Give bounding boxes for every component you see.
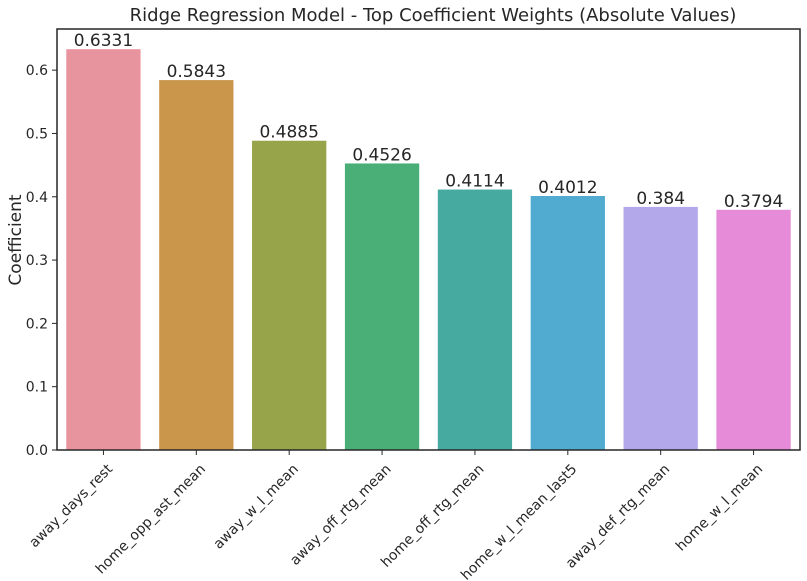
y-tick-label: 0.3 (26, 253, 48, 269)
data-label: 0.5843 (167, 62, 226, 82)
bar (252, 140, 327, 450)
x-tick-label: home_opp_ast_mean (93, 461, 209, 577)
x-tick-label: away_def_rtg_mean (563, 461, 673, 571)
data-label: 0.4012 (538, 178, 597, 198)
y-tick-label: 0.1 (26, 380, 48, 396)
bar (344, 163, 420, 450)
data-label: 0.384 (636, 189, 685, 209)
y-tick-label: 0.6 (26, 63, 48, 79)
x-tick-label: away_days_rest (26, 461, 116, 551)
data-label: 0.4526 (352, 145, 411, 165)
data-label: 0.4114 (445, 172, 504, 192)
data-label: 0.3794 (724, 192, 783, 212)
bar (716, 209, 791, 450)
y-axis-ticks: 0.0 0.1 0.2 0.3 0.4 0.5 0.6 (26, 63, 57, 459)
y-tick-label: 0.5 (26, 126, 48, 142)
data-labels: 0.6331 0.5843 0.4885 0.4526 0.4114 0.4012 0.38… (74, 31, 784, 212)
plot-frame (56, 28, 801, 451)
bar (66, 49, 141, 450)
data-label: 0.4885 (259, 123, 318, 143)
x-tick-label: home_off_rtg_mean (378, 461, 487, 570)
bar (623, 206, 698, 450)
bars (66, 49, 791, 450)
y-tick-label: 0.2 (26, 316, 48, 332)
chart-title: Ridge Regression Model - Top Coefficient… (130, 5, 737, 26)
bar (437, 189, 513, 450)
y-tick-label: 0.0 (26, 443, 48, 459)
x-tick-label: home_w_l_mean (673, 461, 766, 554)
y-tick-label: 0.4 (26, 190, 48, 206)
bar (159, 80, 234, 450)
y-axis-label: Coefficient (6, 194, 26, 285)
x-tick-label: away_w_l_mean (211, 461, 302, 552)
data-label: 0.6331 (74, 31, 133, 51)
bar (530, 196, 605, 450)
x-tick-label: away_off_rtg_mean (287, 461, 394, 568)
